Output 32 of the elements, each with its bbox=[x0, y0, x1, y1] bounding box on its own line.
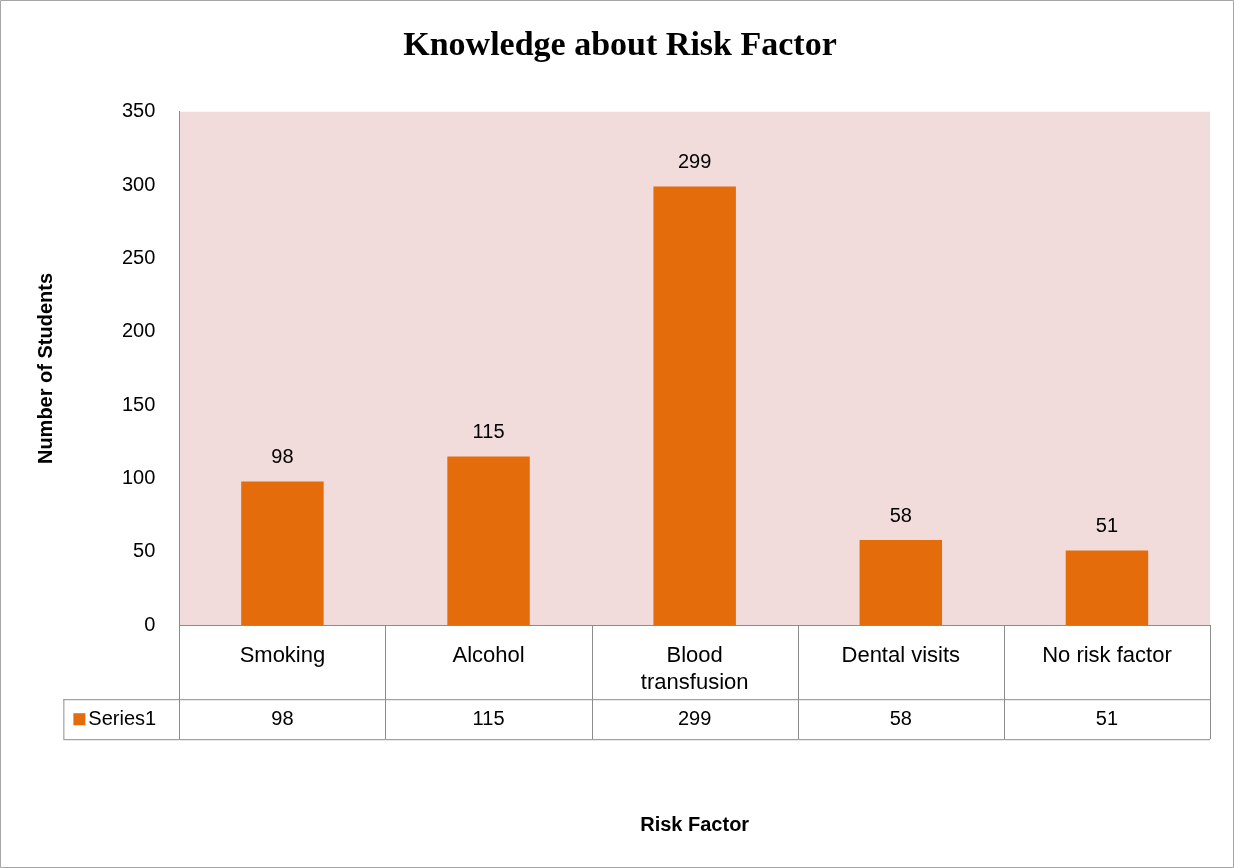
annotation: 299 bbox=[678, 150, 712, 173]
annotation: 98 bbox=[271, 444, 294, 467]
y-tick-label: 200 bbox=[121, 319, 156, 342]
bar bbox=[653, 186, 736, 626]
bar bbox=[241, 481, 324, 626]
bar bbox=[447, 456, 530, 626]
x-tick-label: No risk factor bbox=[1042, 642, 1172, 668]
y-tick-label: 350 bbox=[121, 99, 156, 122]
bar bbox=[1065, 550, 1149, 626]
annotation: 115 bbox=[472, 420, 505, 443]
x-tick-label: Smoking bbox=[239, 642, 326, 668]
y-tick-label: 150 bbox=[121, 392, 156, 415]
y-tick-label: 50 bbox=[133, 539, 156, 562]
data-label: 299 bbox=[678, 706, 712, 729]
data-label: 58 bbox=[889, 706, 912, 729]
x-tick-label: Dental visits bbox=[841, 642, 961, 668]
annotation: 58 bbox=[889, 503, 912, 526]
data-label: 115 bbox=[472, 706, 505, 729]
data-label: 51 bbox=[1095, 706, 1119, 729]
annotation: 51 bbox=[1095, 513, 1119, 536]
legend-label: Series1 bbox=[88, 706, 157, 729]
y-tick-label: 300 bbox=[121, 172, 156, 195]
text: Risk Factor bbox=[640, 812, 750, 835]
bar bbox=[859, 540, 943, 626]
x-tick-label: Blood transfusion bbox=[640, 642, 749, 694]
y-tick-label: 100 bbox=[121, 466, 156, 489]
x-tick-label: Alcohol bbox=[452, 642, 525, 668]
y-tick-label: 0 bbox=[144, 612, 156, 635]
y-axis-title: Number of Students bbox=[33, 272, 56, 465]
chart-title: Knowledge about Risk Factor bbox=[403, 25, 837, 63]
data-label: 98 bbox=[271, 706, 294, 729]
y-tick-label: 250 bbox=[121, 246, 156, 268]
